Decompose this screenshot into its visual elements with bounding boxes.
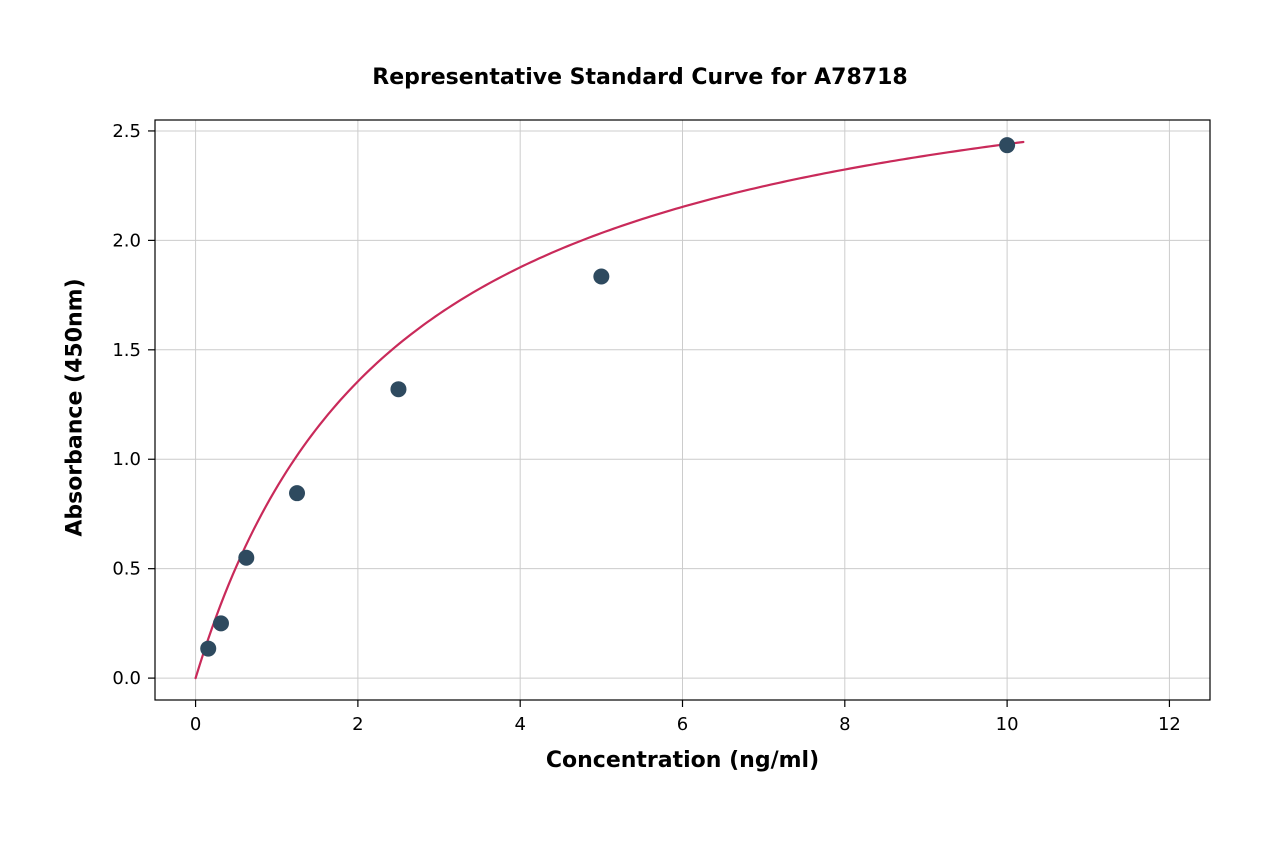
chart-title: Representative Standard Curve for A78718 — [0, 65, 1280, 90]
x-tick-label: 12 — [1158, 714, 1181, 735]
y-tick-label: 1.5 — [112, 340, 141, 361]
y-tick-label: 2.0 — [112, 230, 141, 251]
data-point — [390, 381, 406, 397]
x-tick-label: 4 — [514, 714, 525, 735]
x-tick-label: 0 — [190, 714, 201, 735]
data-point — [593, 268, 609, 284]
data-point — [289, 485, 305, 501]
x-tick-label: 10 — [996, 714, 1019, 735]
y-tick-label: 0.5 — [112, 559, 141, 580]
data-point — [999, 137, 1015, 153]
y-axis-label: Absorbance (450nm) — [63, 258, 88, 558]
y-tick-label: 0.0 — [112, 668, 141, 689]
x-tick-label: 8 — [839, 714, 850, 735]
data-point — [200, 641, 216, 657]
y-tick-label: 2.5 — [112, 121, 141, 142]
data-point — [213, 615, 229, 631]
data-point — [238, 550, 254, 566]
x-tick-label: 6 — [677, 714, 688, 735]
x-axis-label: Concentration (ng/ml) — [543, 748, 823, 773]
chart-svg: 0 2 4 6 8 10 12 0.0 0.5 1.0 1.5 2.0 2.5 — [0, 0, 1280, 845]
x-tick-label: 2 — [352, 714, 363, 735]
y-tick-label: 1.0 — [112, 449, 141, 470]
chart-container: 0 2 4 6 8 10 12 0.0 0.5 1.0 1.5 2.0 2.5 Representati… — [0, 0, 1280, 845]
